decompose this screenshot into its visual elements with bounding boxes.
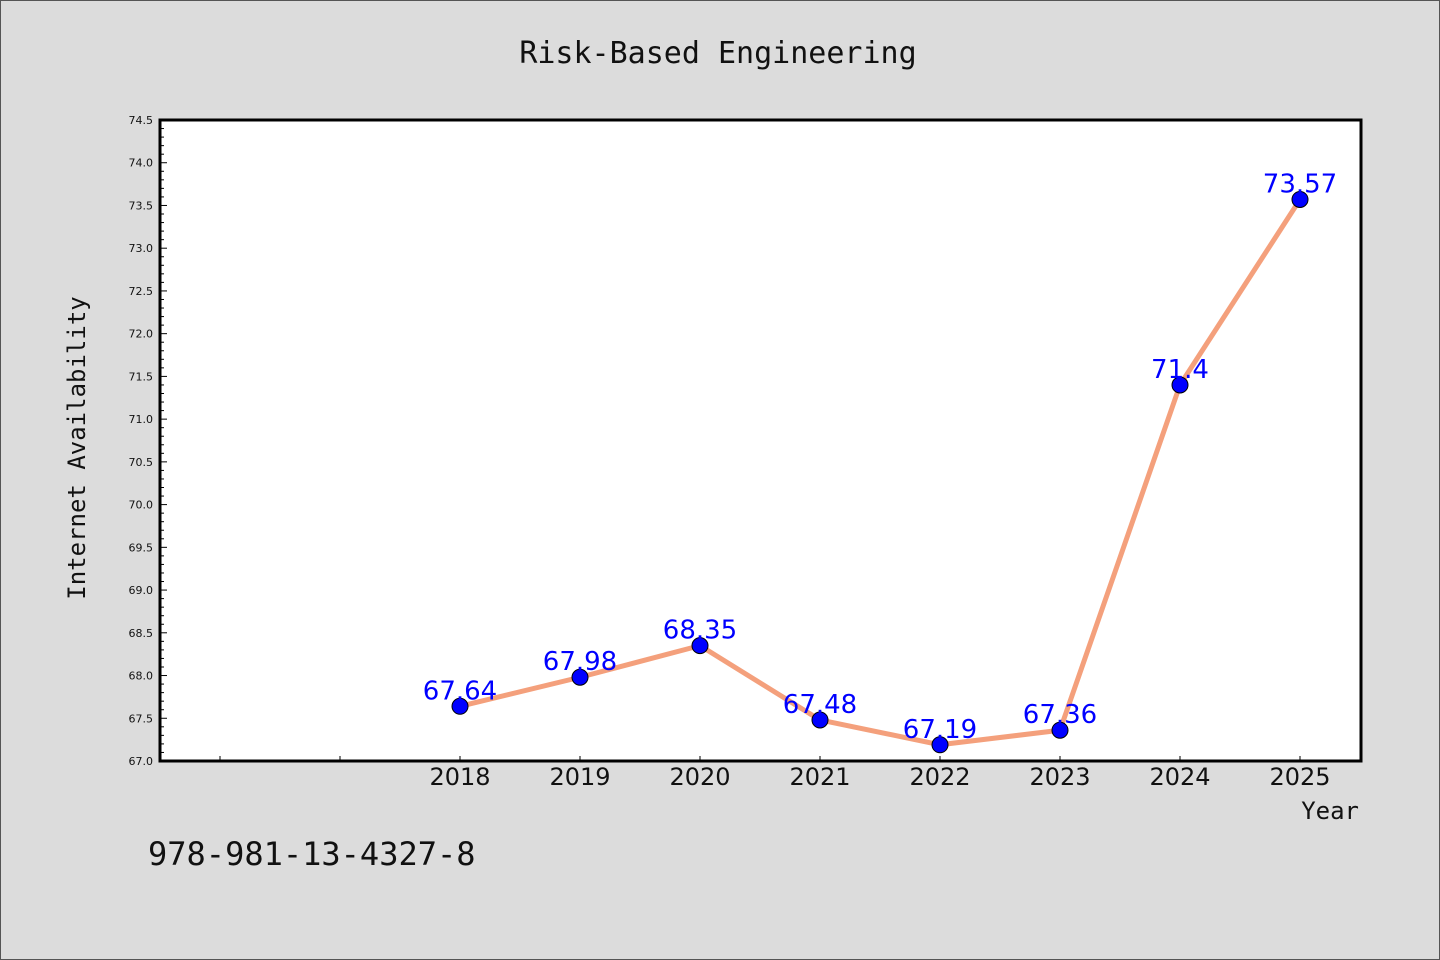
y-tick-label: 67.5 bbox=[129, 712, 154, 725]
x-tick-label: 2022 bbox=[909, 763, 970, 791]
y-tick-label: 70.5 bbox=[129, 456, 154, 469]
y-tick-label: 68.5 bbox=[129, 627, 154, 640]
series-line-group bbox=[457, 196, 1303, 748]
data-point-marker bbox=[1171, 376, 1189, 394]
data-label: 67.64 bbox=[423, 676, 497, 706]
data-label: 68.35 bbox=[663, 616, 737, 646]
y-tick-label: 70.0 bbox=[129, 499, 154, 512]
markers-group bbox=[451, 190, 1309, 754]
y-tick-label: 74.0 bbox=[129, 157, 154, 170]
plot-area bbox=[158, 118, 1363, 763]
data-point-marker bbox=[1051, 721, 1069, 739]
data-label: 71.4 bbox=[1151, 355, 1209, 385]
x-tick-label: 2023 bbox=[1029, 763, 1090, 791]
y-tick-label: 72.0 bbox=[129, 328, 154, 341]
y-tick-label: 71.5 bbox=[129, 370, 154, 383]
isbn-text: 978-981-13-4327-8 bbox=[148, 835, 476, 873]
data-label: 73.57 bbox=[1263, 169, 1337, 199]
x-axis: 2018 2019 2020 2021 2022 2023 2024 2025 bbox=[219, 756, 1331, 791]
data-point-marker bbox=[691, 637, 709, 655]
y-tick-label: 74.5 bbox=[129, 114, 154, 127]
data-point-marker bbox=[571, 668, 589, 686]
x-tick-label: 2021 bbox=[789, 763, 850, 791]
chart-title: Risk-Based Engineering bbox=[519, 36, 916, 71]
y-axis: 67.0 67.5 68.0 68.5 69.0 69.5 70.0 70.5 71.0 71.5… bbox=[129, 114, 167, 768]
data-point-marker bbox=[931, 736, 949, 754]
data-labels-group: 67.64 67.98 68.35 67.48 67.19 67.36 71.4 73.57 bbox=[423, 169, 1337, 744]
data-label: 67.98 bbox=[543, 647, 617, 677]
data-point-marker bbox=[451, 697, 469, 715]
y-tick-label: 67.0 bbox=[129, 755, 154, 768]
x-tick-label: 2024 bbox=[1149, 763, 1210, 791]
data-label: 67.36 bbox=[1023, 700, 1097, 730]
y-tick-label: 69.0 bbox=[129, 584, 154, 597]
y-tick-label: 69.5 bbox=[129, 541, 154, 554]
x-tick-label: 2025 bbox=[1269, 763, 1330, 791]
x-tick-label: 2019 bbox=[549, 763, 610, 791]
data-label: 67.48 bbox=[783, 690, 857, 720]
y-tick-label: 73.0 bbox=[129, 242, 154, 255]
y-axis-label: Internet Availability bbox=[63, 296, 91, 599]
y-tick-label: 73.5 bbox=[129, 199, 154, 212]
y-tick-label: 68.0 bbox=[129, 670, 154, 683]
x-axis-label: Year bbox=[1301, 797, 1359, 825]
x-tick-label: 2018 bbox=[429, 763, 490, 791]
data-point-marker bbox=[1291, 190, 1309, 208]
y-tick-label: 71.0 bbox=[129, 413, 154, 426]
data-label: 67.19 bbox=[903, 715, 977, 745]
y-tick-label: 72.5 bbox=[129, 285, 154, 298]
x-tick-label: 2020 bbox=[669, 763, 730, 791]
data-point-marker bbox=[811, 711, 829, 729]
series-line bbox=[457, 196, 1303, 748]
